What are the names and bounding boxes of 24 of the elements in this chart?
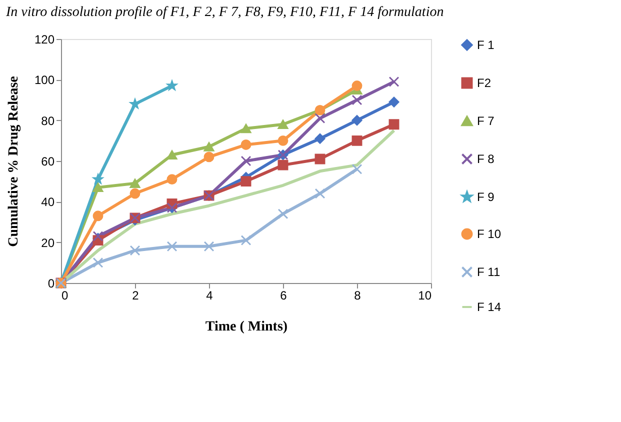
x-tick-label: 2: [132, 288, 140, 302]
y-tick-label: 120: [34, 32, 55, 46]
legend-label: F2: [477, 76, 492, 90]
y-tick-label: 80: [41, 114, 55, 128]
y-tick-label: 40: [41, 195, 55, 210]
legend-label: F 10: [477, 227, 502, 241]
legend-label: F 7: [477, 114, 495, 128]
y-tick-label: 60: [41, 154, 55, 168]
legend-label: F 1: [477, 38, 495, 52]
y-axis-title: Cumulative % Drug Release: [6, 76, 22, 247]
x-tick-label: 8: [354, 288, 362, 302]
y-tick-label: 0: [48, 276, 55, 290]
x-tick-label: 6: [280, 288, 288, 302]
y-tick-label: 20: [41, 236, 55, 250]
legend-label: F 8: [477, 152, 495, 166]
legend-label: F 9: [477, 190, 495, 204]
legend-label: F 11: [477, 265, 500, 279]
x-axis-title: Time ( Mints): [205, 320, 288, 334]
x-tick-label: 10: [418, 288, 432, 302]
chart-title: In vitro dissolution profile of F1, F 2, F 7, F8, F9, F10, F11, F 14 formulation: [4, 5, 444, 20]
legend-label: F 14: [477, 300, 502, 314]
x-tick-label: 4: [206, 288, 214, 302]
y-tick-label: 100: [34, 73, 55, 88]
x-tick-label: 0: [62, 288, 68, 302]
